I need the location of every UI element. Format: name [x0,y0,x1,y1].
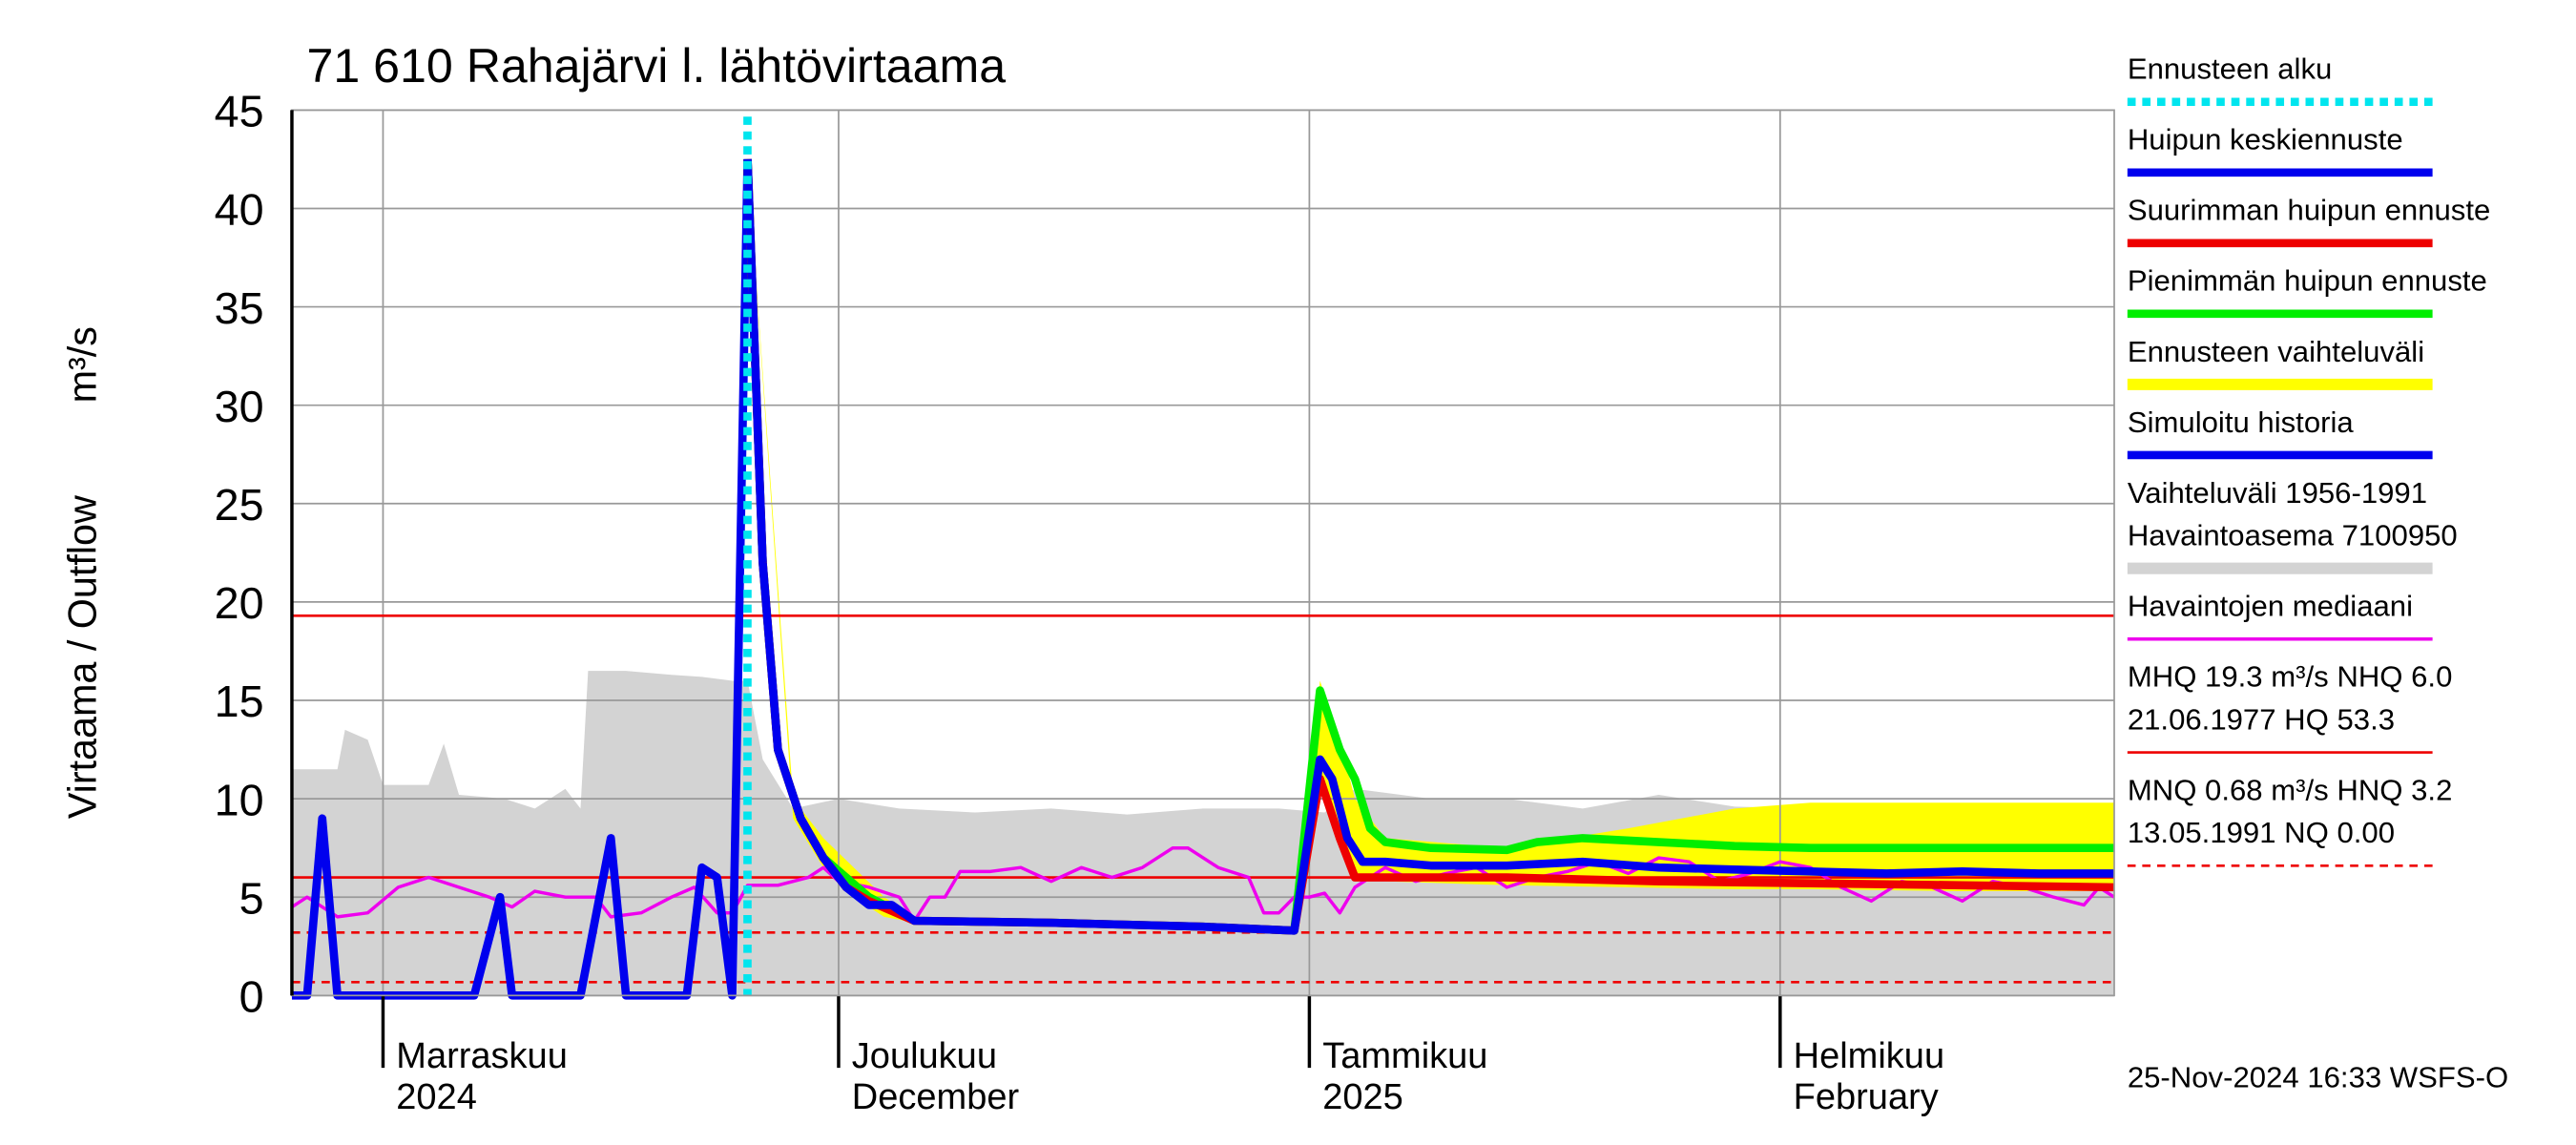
y-tick-label: 30 [215,382,264,431]
legend-label: Simuloitu historia [2128,406,2355,439]
y-tick-label: 5 [239,874,264,924]
y-tick-label: 20 [215,578,264,628]
y-tick-label: 35 [215,283,264,333]
bands [291,158,2115,996]
y-tick-label: 25 [215,480,264,530]
y-tick-label: 0 [239,972,264,1022]
lines [291,116,2115,1000]
band [747,158,2115,933]
legend-label: Vaihteluväli 1956-1991 [2128,476,2427,510]
legend-label: Suurimman huipun ennuste [2128,194,2490,227]
x-tick-sublabel: 2024 [396,1077,477,1117]
legend-label: 21.06.1977 HQ 53.3 [2128,702,2395,736]
legend-label: Ennusteen vaihteluväli [2128,335,2424,368]
x-tick-label: Joulukuu [852,1036,997,1076]
legend: Ennusteen alku Huipun keskiennuste Suurimm… [2128,52,2490,867]
x-tick-label: Helmikuu [1794,1036,1944,1076]
band [291,671,2115,996]
x-tick-sublabel: 2025 [1322,1077,1403,1117]
y-tick-label: 40 [215,185,264,235]
axes: 051015202530354045Marraskuu2024JoulukuuD… [215,87,2115,1117]
y-tick-label: 10 [215,775,264,824]
legend-label: Pienimmän huipun ennuste [2128,264,2487,298]
x-tick-sublabel: February [1794,1077,1939,1117]
footer: 25-Nov-2024 16:33 WSFS-O [2128,1061,2508,1094]
x-tick-label: Tammikuu [1322,1036,1487,1076]
y-tick-label: 45 [215,87,264,136]
legend-label: Havaintoasema 7100950 [2128,519,2458,552]
line [743,158,2115,935]
legend-label: Ennusteen alku [2128,52,2332,86]
chart-title: 71 610 Rahajärvi l. lähtövirtaama [307,39,1007,93]
legend-label: Huipun keskiennuste [2128,123,2403,156]
legend-label: 13.05.1991 NQ 0.00 [2128,816,2395,849]
line [291,846,2115,923]
y-axis-label: Virtaama / Outflow [60,495,104,819]
y-tick-label: 15 [215,677,264,726]
legend-label: Havaintojen mediaani [2128,590,2413,623]
x-tick-sublabel: December [852,1077,1019,1117]
legend-label: MNQ 0.68 m³/s HNQ 3.2 [2128,774,2453,807]
y-axis-unit: m³/s [60,326,104,403]
legend-label: MHQ 19.3 m³/s NHQ 6.0 [2128,660,2453,694]
x-tick-label: Marraskuu [396,1036,568,1076]
